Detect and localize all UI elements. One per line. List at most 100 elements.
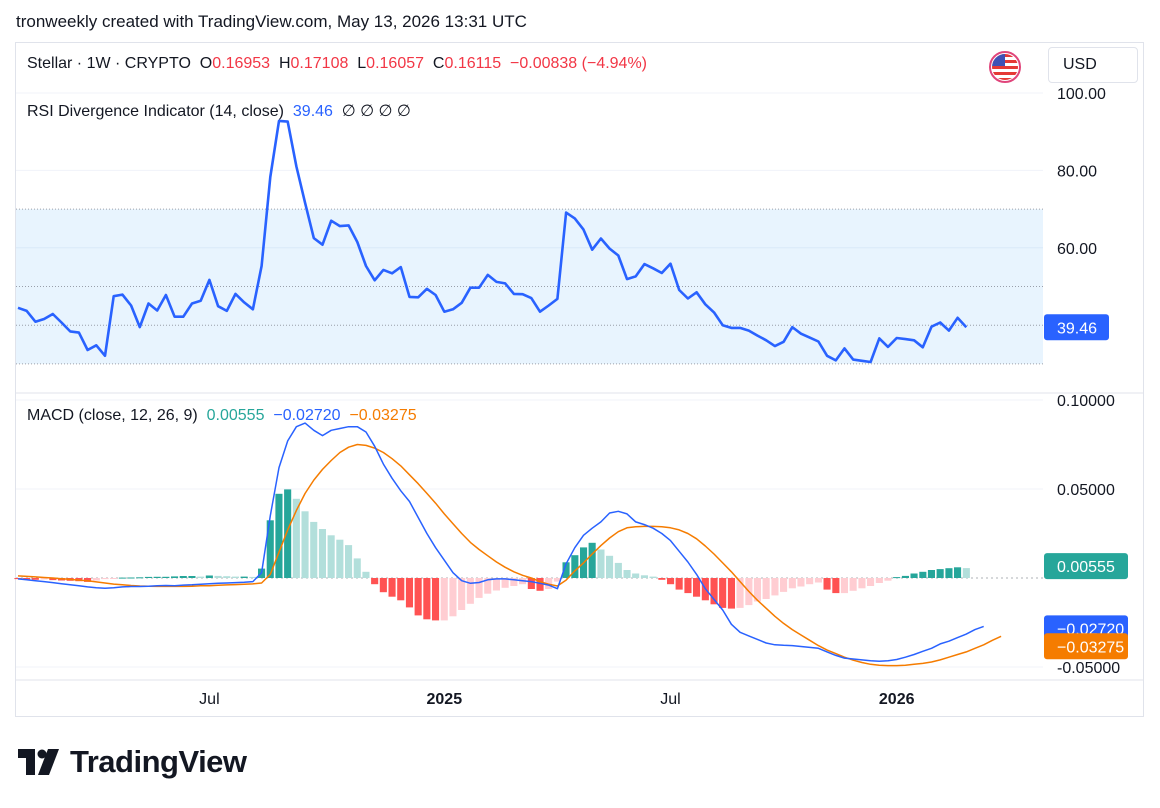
x-tick-label: 2026 [879, 691, 915, 708]
tradingview-logo-icon [18, 749, 59, 775]
macd-histogram-bar [501, 578, 509, 588]
rsi-empty-values: ∅ ∅ ∅ ∅ [341, 103, 411, 120]
macd-histogram-bar [884, 578, 892, 581]
currency-selector[interactable]: USD [1048, 47, 1138, 83]
rsi-y-tick: 60.00 [1057, 241, 1097, 258]
macd-histogram-bar [92, 578, 100, 581]
macd-histogram-bar [919, 571, 927, 578]
macd-histogram-bar [910, 573, 918, 578]
x-tick-label: Jul [199, 691, 219, 708]
macd-histogram-bar [684, 578, 692, 594]
macd-histogram-bar [153, 576, 161, 578]
us-flag-icon[interactable] [989, 51, 1021, 83]
macd-histogram-bar [284, 489, 292, 578]
macd-histogram-bar [23, 578, 31, 580]
macd-histogram-bar [797, 578, 805, 587]
macd-histogram-bar [632, 573, 640, 578]
macd-histogram-bar [719, 578, 727, 608]
macd-histogram-bar [414, 578, 422, 616]
macd-line-value: −0.02720 [273, 407, 341, 424]
tradingview-logo[interactable]: TradingView [18, 744, 247, 780]
close-label: C [432, 55, 445, 72]
chart-frame [15, 42, 1144, 717]
macd-histogram-bar [597, 549, 605, 578]
macd-histogram-bar [780, 578, 788, 592]
macd-histogram-bar [49, 578, 57, 581]
low-value: 0.16057 [366, 55, 425, 72]
macd-histogram-bar [249, 576, 257, 578]
macd-histogram-bar [936, 569, 944, 578]
open-value: 0.16953 [212, 55, 271, 72]
macd-histogram-bar [588, 542, 596, 578]
macd-histogram-bar [788, 578, 796, 589]
macd-histogram-bar [649, 576, 657, 578]
macd-histogram-bar [223, 576, 231, 578]
macd-histogram-bar [301, 511, 309, 579]
macd-signal-badge [1044, 633, 1128, 660]
brand-name: TradingView [70, 744, 247, 779]
macd-histogram-bar [379, 578, 387, 593]
macd-histogram-bar [893, 577, 901, 579]
macd-histogram-bar [197, 576, 205, 578]
macd-line[interactable] [17, 422, 984, 663]
macd-histogram-bar [571, 555, 579, 578]
macd-histogram-bar [118, 577, 126, 579]
macd-y-tick: 0.10000 [1057, 393, 1115, 410]
macd-histogram-bar [840, 578, 848, 594]
macd-histogram-bar [388, 578, 396, 597]
rsi-last-value-badge [1044, 314, 1109, 341]
macd-histogram-bar [901, 575, 909, 578]
rsi-last-value-text: 39.46 [1057, 320, 1097, 337]
macd-histogram-bar [318, 529, 326, 578]
macd-histogram-bar [849, 578, 857, 591]
rsi-y-tick: 100.00 [1057, 86, 1106, 103]
macd-histogram-bar [710, 578, 718, 605]
macd-histogram-bar [553, 578, 561, 582]
macd-y-tick: 0.05000 [1057, 482, 1115, 499]
symbol-label[interactable]: Stellar · 1W · CRYPTO [27, 55, 191, 72]
macd-histogram-bar [562, 562, 570, 578]
macd-histogram-bar [458, 578, 466, 610]
macd-histogram-bar [397, 578, 405, 601]
macd-histogram-bar [945, 568, 953, 578]
macd-histogram-bar [927, 570, 935, 578]
macd-histogram-bar [449, 578, 457, 617]
macd-histogram-bar [814, 578, 822, 583]
x-tick-label: Jul [660, 691, 680, 708]
macd-histogram-bar [14, 578, 22, 580]
macd-histogram-bar [667, 578, 675, 585]
open-label: O [199, 55, 213, 72]
macd-hist-badge-text: 0.00555 [1057, 559, 1115, 576]
macd-histogram-bar [771, 578, 779, 596]
close-value: 0.16115 [444, 55, 502, 72]
rsi-pane: 100.00 80.00 60.00 39.46 [16, 86, 1109, 365]
rsi-line[interactable] [17, 119, 968, 364]
macd-histogram-bar [727, 578, 735, 609]
change-value: −0.00838 (−4.94%) [510, 55, 648, 72]
macd-histogram-bar [214, 575, 222, 578]
macd-histogram-bar [240, 576, 248, 578]
macd-histogram-bar [171, 576, 179, 578]
macd-histogram-bar [162, 576, 170, 578]
macd-histogram-bar [353, 558, 361, 578]
rsi-legend[interactable]: RSI Divergence Indicator (14, close) 39.… [27, 101, 411, 121]
macd-histogram-bar [127, 577, 135, 579]
macd-histogram-bar [371, 578, 379, 585]
x-tick-label: 2025 [427, 691, 463, 708]
macd-hist-badge [1044, 553, 1128, 580]
macd-histogram-bar [962, 568, 970, 578]
macd-legend[interactable]: MACD (close, 12, 26, 9) 0.00555 −0.02720… [27, 407, 417, 425]
macd-histogram-bar [310, 521, 318, 578]
macd-signal-line[interactable] [17, 443, 1002, 667]
rsi-y-tick: 80.00 [1057, 163, 1097, 180]
macd-histogram-bar [144, 576, 152, 578]
macd-histogram-bar [867, 578, 875, 586]
macd-signal-badge-text: −0.03275 [1057, 639, 1124, 656]
high-value: 0.17108 [290, 55, 349, 72]
macd-histogram-bar [475, 578, 483, 598]
rsi-name: RSI Divergence Indicator (14, close) [27, 103, 284, 120]
macd-histogram-bar [327, 535, 335, 578]
macd-histogram-bar [832, 578, 840, 594]
macd-histogram-bar [858, 578, 866, 589]
